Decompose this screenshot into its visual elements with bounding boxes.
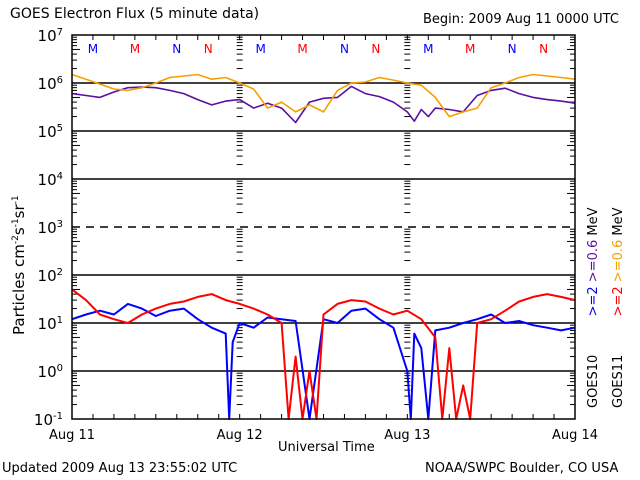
y-tick-label: 100 bbox=[38, 363, 63, 381]
series-line-goes11-0-6-mev bbox=[71, 73, 576, 118]
legend-goes11-ch2: >=0.6 bbox=[611, 239, 626, 283]
day-marker-label: M bbox=[130, 42, 140, 56]
y-tick-exponent: 6 bbox=[57, 75, 63, 86]
y-tick-base: 10 bbox=[38, 363, 57, 381]
day-marker-label: M bbox=[255, 42, 265, 56]
y-unit-exp-sr: -1 bbox=[11, 195, 21, 205]
y-tick-base: 10 bbox=[38, 75, 57, 93]
legend-goes11-ch1: >=2 bbox=[611, 286, 626, 317]
y-tick-base: 10 bbox=[38, 27, 57, 45]
y-axis-label: Particles cm-2s-1sr-1 bbox=[8, 195, 28, 335]
y-tick-base: 10 bbox=[38, 219, 57, 237]
y-tick-label: 101 bbox=[38, 315, 63, 333]
day-marker-label: N bbox=[172, 42, 181, 56]
y-unit-sr: sr bbox=[10, 204, 28, 219]
begin-label: Begin: 2009 Aug 11 0000 UTC bbox=[423, 12, 619, 27]
x-tick-label: Aug 11 bbox=[49, 428, 95, 443]
y-tick-label: 107 bbox=[38, 27, 63, 45]
y-tick-exponent: 0 bbox=[57, 363, 63, 374]
day-marker-label: N bbox=[508, 42, 517, 56]
x-tick-label: Aug 14 bbox=[552, 428, 598, 443]
legend-goes10-ch1: >=2 bbox=[586, 286, 601, 317]
y-axis-label-text: Particles cm bbox=[10, 244, 28, 335]
y-tick-base: 10 bbox=[38, 123, 57, 141]
series-line-goes10-2-mev bbox=[71, 302, 576, 420]
y-tick-label: 10-1 bbox=[34, 411, 63, 429]
y-unit-s: s bbox=[10, 227, 28, 236]
chart-title: GOES Electron Flux (5 minute data) bbox=[10, 6, 260, 22]
x-tick-label: Aug 13 bbox=[384, 428, 430, 443]
y-tick-base: 10 bbox=[38, 315, 57, 333]
y-tick-label: 105 bbox=[38, 123, 63, 141]
y-tick-exponent: 2 bbox=[57, 267, 63, 278]
y-unit-exp-s: -1 bbox=[11, 218, 21, 228]
y-tick-base: 10 bbox=[34, 411, 53, 429]
plot-frame bbox=[71, 34, 576, 420]
y-tick-exponent: 7 bbox=[57, 27, 63, 38]
day-marker-label: N bbox=[539, 42, 548, 56]
y-tick-base: 10 bbox=[38, 267, 57, 285]
day-marker-label: M bbox=[88, 42, 98, 56]
y-tick-label: 104 bbox=[38, 171, 63, 189]
updated-timestamp: Updated 2009 Aug 13 23:55:02 UTC bbox=[2, 461, 238, 476]
series-line-goes10-0-6-mev bbox=[71, 85, 576, 124]
day-marker-label: N bbox=[340, 42, 349, 56]
y-tick-exponent: 3 bbox=[57, 219, 63, 230]
x-tick-label: Aug 12 bbox=[217, 428, 263, 443]
legend-goes11-unit: MeV bbox=[611, 207, 626, 236]
day-marker-label: M bbox=[423, 42, 433, 56]
y-tick-base: 10 bbox=[38, 171, 57, 189]
series-line-goes11-2-mev bbox=[71, 288, 576, 420]
day-marker-label: N bbox=[204, 42, 213, 56]
y-tick-exponent: 4 bbox=[57, 171, 63, 182]
y-tick-exponent: 1 bbox=[57, 315, 63, 326]
y-tick-label: 106 bbox=[38, 75, 63, 93]
y-tick-exponent: 5 bbox=[57, 123, 63, 134]
source-credit: NOAA/SWPC Boulder, CO USA bbox=[425, 461, 619, 476]
legend-goes10-unit: MeV bbox=[586, 207, 601, 236]
x-axis-label: Universal Time bbox=[278, 440, 375, 455]
legend-goes11-satellite: GOES11 bbox=[611, 354, 626, 408]
day-marker-label: M bbox=[465, 42, 475, 56]
y-tick-label: 102 bbox=[38, 267, 63, 285]
y-tick-exponent: -1 bbox=[53, 411, 63, 422]
day-marker-label: M bbox=[297, 42, 307, 56]
legend-goes10: GOES10 >=2 >=0.6 MeV bbox=[586, 207, 601, 408]
legend-goes10-satellite: GOES10 bbox=[586, 354, 601, 408]
y-unit-exp-cm: -2 bbox=[11, 235, 21, 245]
y-tick-label: 103 bbox=[38, 219, 63, 237]
day-marker-label: N bbox=[371, 42, 380, 56]
legend-goes11: GOES11 >=2 >=0.6 MeV bbox=[611, 207, 626, 408]
legend-goes10-ch2: >=0.6 bbox=[586, 239, 601, 283]
